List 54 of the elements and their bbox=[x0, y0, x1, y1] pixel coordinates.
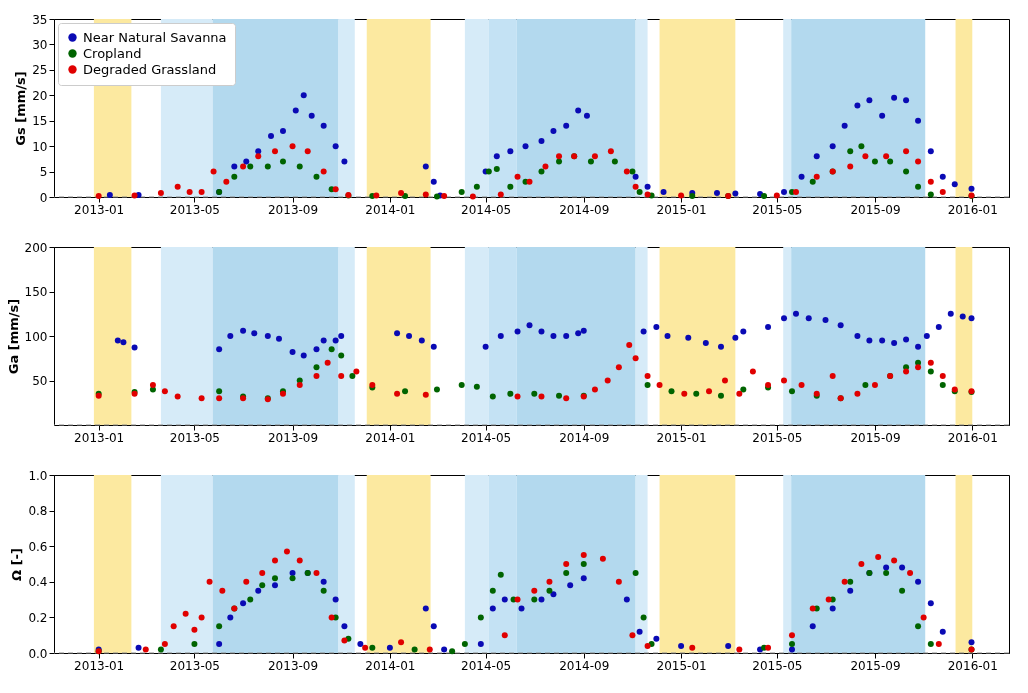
y-tick-label: 10 bbox=[32, 139, 48, 154]
x-tick-label: 2013-05 bbox=[169, 202, 220, 217]
x-tick-label: 2016-01 bbox=[947, 658, 998, 673]
x-tick-label: 2014-09 bbox=[559, 658, 610, 673]
x-tick-label: 2013-09 bbox=[267, 658, 319, 673]
x-tick-label: 2015-01 bbox=[656, 658, 707, 673]
y-tick-label: 100 bbox=[24, 329, 48, 344]
x-tick-label: 2015-05 bbox=[752, 658, 803, 673]
x-tick-label: 2015-01 bbox=[656, 202, 707, 217]
y-tick-label: 5 bbox=[39, 165, 48, 180]
y-tick-label: 15 bbox=[32, 114, 48, 129]
legend-label: Near Natural Savanna bbox=[83, 29, 227, 45]
y-tick-label: 0.2 bbox=[28, 610, 48, 625]
x-tick-label: 2013-09 bbox=[267, 430, 319, 445]
y-tick-label: 0.6 bbox=[28, 539, 48, 554]
y-tick-label: 30 bbox=[32, 37, 48, 52]
y-tick-label: 0 bbox=[39, 190, 48, 205]
x-tick-label: 2015-05 bbox=[752, 202, 803, 217]
y-axis-title: Ω [-] bbox=[9, 548, 25, 581]
x-tick-label: 2014-01 bbox=[365, 430, 416, 445]
x-tick-label: 2013-05 bbox=[169, 430, 220, 445]
x-tick-label: 2013-01 bbox=[74, 430, 125, 445]
x-tick-label: 2014-05 bbox=[461, 202, 512, 217]
x-tick-label: 2014-05 bbox=[461, 658, 512, 673]
x-tick-label: 2014-01 bbox=[365, 202, 416, 217]
x-tick-label: 2015-09 bbox=[850, 430, 901, 445]
y-tick-label: 50 bbox=[32, 374, 48, 388]
y-axis-title: Ga [mm/s] bbox=[5, 298, 21, 375]
x-tick-label: 2013-01 bbox=[74, 658, 125, 673]
x-tick-label: 2013-05 bbox=[169, 658, 220, 673]
x-tick-label: 2015-09 bbox=[850, 202, 901, 217]
x-tick-label: 2016-01 bbox=[947, 202, 998, 217]
y-tick-label: 200 bbox=[24, 240, 48, 255]
legend-label: Degraded Grassland bbox=[83, 61, 217, 77]
x-tick-label: 2013-01 bbox=[74, 202, 125, 217]
x-tick-label: 2015-01 bbox=[656, 430, 707, 445]
y-tick-label: 0.0 bbox=[28, 646, 48, 661]
legend-label: Cropland bbox=[83, 45, 142, 61]
y-tick-label: 25 bbox=[32, 63, 48, 78]
x-tick-label: 2014-05 bbox=[461, 430, 512, 445]
x-tick-label: 2014-01 bbox=[365, 658, 416, 673]
y-axis-title: Gs [mm/s] bbox=[13, 71, 29, 146]
y-tick-label: 0.8 bbox=[28, 504, 48, 519]
x-tick-label: 2014-09 bbox=[559, 202, 610, 217]
x-tick-label: 2013-09 bbox=[267, 202, 319, 217]
y-tick-label: 20 bbox=[32, 88, 48, 103]
y-tick-label: 0.4 bbox=[28, 575, 48, 590]
x-tick-label: 2016-01 bbox=[947, 430, 998, 445]
y-tick-label: 1.0 bbox=[28, 468, 48, 483]
x-tick-label: 2015-09 bbox=[850, 658, 901, 673]
y-tick-label: 150 bbox=[24, 285, 48, 299]
x-tick-label: 2015-05 bbox=[752, 430, 803, 445]
x-tick-label: 2014-09 bbox=[559, 430, 610, 445]
y-tick-label: 35 bbox=[32, 12, 48, 27]
